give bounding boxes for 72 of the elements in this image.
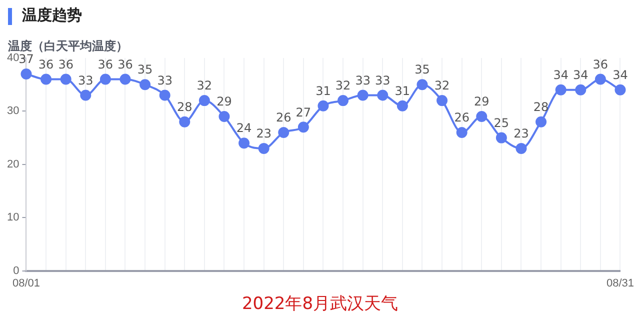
point	[396, 100, 408, 112]
data-label: 36	[592, 57, 608, 72]
data-label: 36	[98, 57, 114, 72]
point	[179, 116, 190, 128]
data-label: 34	[553, 68, 568, 82]
data-label: 33	[78, 73, 94, 88]
data-label: 34	[572, 68, 588, 82]
point	[218, 111, 230, 122]
data-label: 32	[196, 78, 212, 93]
y-tick-label: 30	[6, 105, 20, 118]
point	[456, 126, 468, 138]
data-label: 31	[316, 84, 331, 98]
x-tick-label: 08/31	[606, 277, 634, 290]
data-label: 35	[137, 62, 153, 77]
data-label: 35	[414, 62, 430, 77]
data-label: 24	[236, 121, 252, 136]
data-label: 23	[514, 126, 529, 141]
point	[60, 74, 72, 85]
point	[575, 84, 586, 96]
point	[614, 84, 626, 96]
data-label: 36	[38, 57, 54, 72]
y-tick-label: 40	[6, 52, 20, 64]
point	[338, 95, 349, 106]
point	[536, 116, 547, 128]
data-label: 26	[454, 110, 470, 125]
data-label: 33	[157, 73, 172, 88]
text: 2022年8月武汉天气	[240, 293, 400, 315]
x-tick-label: 08/01	[12, 277, 40, 290]
data-label: 34	[612, 68, 628, 82]
point	[357, 90, 368, 101]
data-label: 29	[216, 94, 232, 109]
data-label: 23	[256, 126, 272, 141]
y-tick-label: 10	[6, 212, 20, 224]
point	[258, 142, 270, 154]
point	[516, 142, 527, 154]
point	[377, 90, 388, 101]
point	[159, 90, 170, 101]
point	[100, 74, 111, 85]
data-label: 33	[355, 73, 370, 88]
point	[40, 74, 52, 85]
point	[198, 95, 210, 106]
y-axis-title: 温度（白天平均温度）	[8, 38, 128, 53]
data-label: 32	[335, 78, 351, 93]
point	[278, 126, 290, 138]
data-label: 28	[533, 100, 549, 114]
data-label: 33	[374, 73, 390, 88]
data-label: 27	[296, 105, 312, 120]
point	[120, 74, 131, 85]
point	[416, 79, 428, 90]
y-tick-label: 20	[6, 158, 20, 170]
point	[594, 74, 606, 85]
point	[555, 84, 566, 96]
point	[238, 138, 250, 149]
y-tick-label: 0	[13, 264, 20, 277]
point	[318, 100, 329, 112]
point	[80, 90, 92, 101]
data-label: 36	[58, 57, 74, 72]
data-label: 31	[394, 84, 410, 98]
data-label: 26	[276, 110, 292, 125]
point	[298, 122, 309, 133]
point	[20, 68, 32, 80]
data-label: 29	[474, 94, 490, 109]
data-label: 37	[18, 52, 34, 66]
data-label: 36	[118, 57, 133, 72]
data-label: 32	[434, 78, 450, 93]
chart-title: 温度趋势	[22, 6, 82, 25]
point	[436, 95, 448, 106]
point	[140, 79, 151, 90]
data-label: 28	[176, 100, 192, 114]
data-label: 25	[494, 116, 510, 130]
point	[476, 111, 488, 122]
point	[496, 132, 507, 144]
